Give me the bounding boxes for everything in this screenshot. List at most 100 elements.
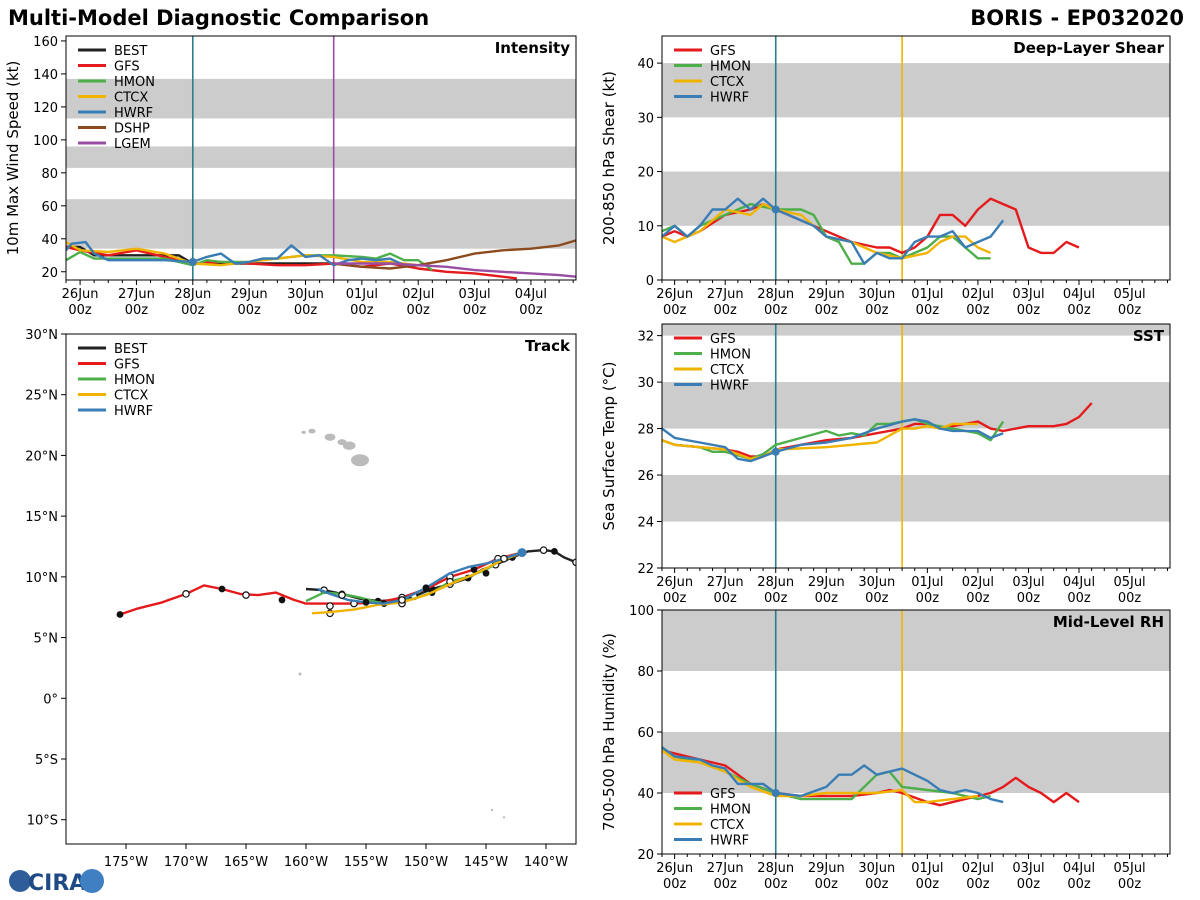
legend-label-gfs: GFS: [114, 60, 140, 75]
legend-label-hmon: HMON: [710, 60, 751, 75]
initial-point: [188, 257, 197, 266]
x-tick-label: 28Jun: [174, 287, 211, 302]
series-line-gfs: [119, 551, 523, 616]
track-plot-area: [116, 428, 576, 819]
legend-label-hwrf: HWRF: [114, 404, 153, 419]
x-tick-sublabel: 00z: [1017, 591, 1041, 606]
y-tick-label: 20: [41, 266, 58, 281]
y-tick-label: 22: [637, 562, 654, 577]
legend-label-best: BEST: [114, 44, 147, 59]
sst-frame: [661, 323, 1171, 569]
y-tick-label: 30°N: [25, 328, 58, 343]
x-tick-label: 03Jul: [1012, 287, 1044, 302]
x-tick-label: 27Jun: [707, 575, 744, 590]
y-tick-label: 10: [637, 220, 654, 235]
island-shape: [351, 454, 369, 467]
x-tick-label: 05Jul: [1113, 575, 1145, 590]
logo-badge-icon: [80, 869, 104, 893]
x-tick-label: 04Jul: [1063, 575, 1095, 590]
x-tick-sublabel: 00z: [663, 591, 687, 606]
island-shape: [298, 672, 302, 676]
y-tick-label: 80: [41, 167, 58, 182]
track-chart: 175°W 170°W 165°W 160°W 155°W 150°W 145°W 140°W…: [25, 328, 577, 870]
series-line-ctcx: [311, 551, 523, 615]
x-tick-sublabel: 00z: [663, 877, 687, 892]
x-tick-sublabel: 00z: [966, 303, 990, 318]
x-tick-label: 05Jul: [1113, 861, 1145, 876]
rh-plot-area: [662, 610, 1170, 854]
legend-label-ctcx: CTCX: [114, 91, 148, 106]
x-tick-label: 02Jul: [962, 287, 994, 302]
y-tick-label: 40: [637, 57, 654, 72]
island-shape: [342, 441, 356, 450]
threshold-band: [66, 199, 576, 249]
x-tick-sublabel: 00z: [1017, 877, 1041, 892]
x-tick-label: 27Jun: [707, 861, 744, 876]
x-tick-sublabel: 00z: [1067, 877, 1091, 892]
legend-label-hwrf: HWRF: [710, 834, 749, 849]
logo-globe-icon: [9, 870, 31, 892]
x-tick-label: 05Jul: [1113, 287, 1145, 302]
x-tick-label: 28Jun: [757, 287, 794, 302]
x-tick-label: 160°W: [284, 855, 328, 870]
x-tick-label: 03Jul: [1012, 861, 1044, 876]
x-tick-label: 26Jun: [656, 575, 693, 590]
y-tick-label: 40: [637, 787, 654, 802]
x-tick-sublabel: 00z: [713, 877, 737, 892]
threshold-band: [662, 610, 1170, 671]
threshold-band: [662, 171, 1170, 226]
legend-label-hwrf: HWRF: [710, 91, 749, 106]
track-point-filled: [470, 566, 478, 573]
intensity-frame: [65, 35, 577, 281]
shear-plot-area: [662, 36, 1170, 280]
series-line-hwrf: [66, 240, 405, 267]
x-tick-label: 02Jul: [402, 287, 434, 302]
x-tick-sublabel: 00z: [764, 877, 788, 892]
x-tick-label: 27Jun: [707, 287, 744, 302]
series-line-gfs: [662, 197, 1080, 255]
x-tick-sublabel: 00z: [966, 591, 990, 606]
legend-label-hmon: HMON: [114, 75, 155, 90]
x-tick-sublabel: 00z: [1118, 303, 1142, 318]
x-tick-label: 155°W: [344, 855, 388, 870]
sst-chart: 26Jun00z27Jun00z28Jun00z29Jun00z30Jun00z…: [600, 323, 1171, 606]
x-tick-sublabel: 00z: [350, 303, 374, 318]
intensity-title: Intensity: [495, 39, 571, 57]
legend-label-hmon: HMON: [710, 803, 751, 818]
logo-text: CIRA: [28, 871, 86, 896]
island-shape: [490, 808, 494, 812]
island-shape: [308, 428, 316, 434]
x-tick-sublabel: 00z: [1118, 877, 1142, 892]
x-tick-label: 02Jul: [962, 575, 994, 590]
track-point-filled: [362, 598, 370, 606]
track-title: Track: [525, 337, 571, 355]
x-tick-sublabel: 00z: [713, 303, 737, 318]
x-tick-sublabel: 00z: [815, 877, 839, 892]
x-tick-label: 01Jul: [346, 287, 378, 302]
x-tick-sublabel: 00z: [916, 877, 940, 892]
x-tick-sublabel: 00z: [663, 303, 687, 318]
y-axis-label: 700-500 hPa Humidity (%): [600, 633, 618, 831]
x-tick-sublabel: 00z: [764, 591, 788, 606]
island-shape: [324, 433, 336, 441]
shear-frame: [661, 35, 1171, 281]
initial-point: [771, 205, 780, 214]
legend-label-lgem: LGEM: [114, 137, 151, 152]
x-tick-sublabel: 00z: [713, 591, 737, 606]
x-tick-label: 26Jun: [656, 287, 693, 302]
y-tick-label: 0°: [43, 692, 58, 707]
x-tick-sublabel: 00z: [916, 591, 940, 606]
legend-label-gfs: GFS: [114, 358, 140, 373]
y-axis-label: Sea Surface Temp (°C): [600, 361, 618, 530]
cira-logo: CIRA: [9, 869, 104, 896]
x-tick-label: 165°W: [224, 855, 268, 870]
y-tick-label: 30: [637, 376, 654, 391]
x-tick-label: 29Jun: [808, 287, 845, 302]
x-tick-label: 04Jul: [515, 287, 547, 302]
x-tick-sublabel: 00z: [294, 303, 318, 318]
legend-label-gfs: GFS: [710, 332, 736, 347]
